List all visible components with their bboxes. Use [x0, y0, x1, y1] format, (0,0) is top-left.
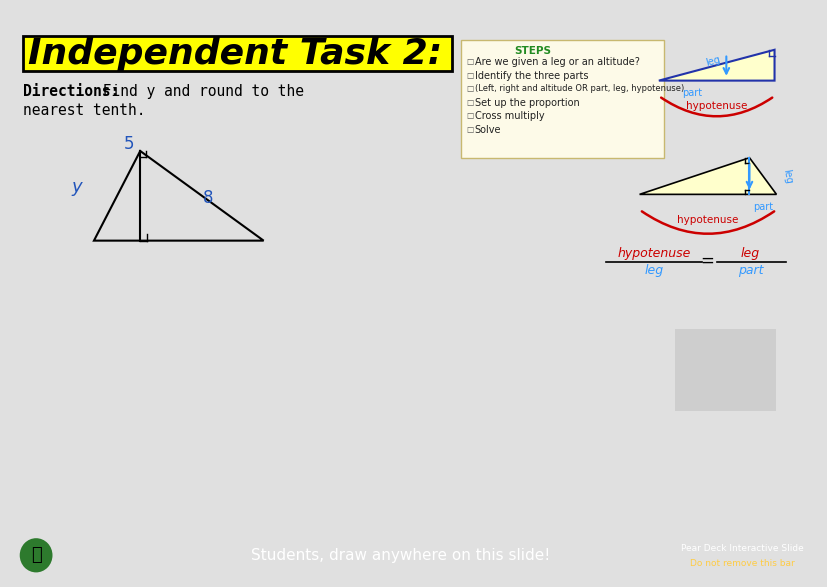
Polygon shape	[638, 158, 776, 194]
Text: part: part	[737, 264, 762, 277]
Text: Pear Deck Interactive Slide: Pear Deck Interactive Slide	[681, 544, 803, 553]
Text: Directions:: Directions:	[22, 85, 119, 99]
Text: Independent Task 2:: Independent Task 2:	[28, 36, 442, 70]
Bar	[675, 329, 776, 411]
Text: 8: 8	[203, 189, 213, 207]
Text: leg: leg	[781, 168, 793, 184]
Text: hypotenuse: hypotenuse	[676, 215, 738, 225]
Text: □: □	[466, 98, 473, 107]
Bar	[22, 36, 451, 71]
Text: □: □	[466, 58, 473, 66]
Text: hypotenuse: hypotenuse	[686, 101, 747, 111]
Text: leg: leg	[740, 247, 759, 260]
Bar	[461, 40, 663, 158]
Text: STEPS: STEPS	[514, 46, 551, 56]
Text: Do not remove this bar: Do not remove this bar	[690, 559, 794, 568]
Text: □: □	[466, 85, 473, 93]
Text: 5: 5	[123, 135, 134, 153]
Text: nearest tenth.: nearest tenth.	[22, 103, 145, 118]
Text: Students, draw anywhere on this slide!: Students, draw anywhere on this slide!	[251, 548, 549, 563]
Text: Set up the proportion: Set up the proportion	[474, 98, 579, 108]
Text: 🍐: 🍐	[31, 546, 41, 564]
Circle shape	[20, 538, 52, 572]
Text: □: □	[466, 112, 473, 120]
Text: (Left, right and altitude OR part, leg, hypotenuse): (Left, right and altitude OR part, leg, …	[474, 85, 683, 93]
Text: Cross multiply: Cross multiply	[474, 112, 543, 122]
Polygon shape	[658, 50, 773, 80]
Text: hypotenuse: hypotenuse	[617, 247, 690, 260]
Text: y: y	[71, 178, 82, 195]
Text: leg: leg	[643, 264, 662, 277]
Text: □: □	[466, 71, 473, 80]
Text: □: □	[466, 125, 473, 134]
Text: Are we given a leg or an altitude?: Are we given a leg or an altitude?	[474, 58, 638, 68]
Text: Solve: Solve	[474, 125, 500, 135]
Text: Find y and round to the: Find y and round to the	[93, 85, 304, 99]
Text: Identify the three parts: Identify the three parts	[474, 71, 587, 81]
Text: leg: leg	[704, 55, 720, 68]
Text: =: =	[700, 252, 713, 270]
Text: part: part	[681, 88, 702, 99]
Text: part: part	[752, 202, 772, 212]
